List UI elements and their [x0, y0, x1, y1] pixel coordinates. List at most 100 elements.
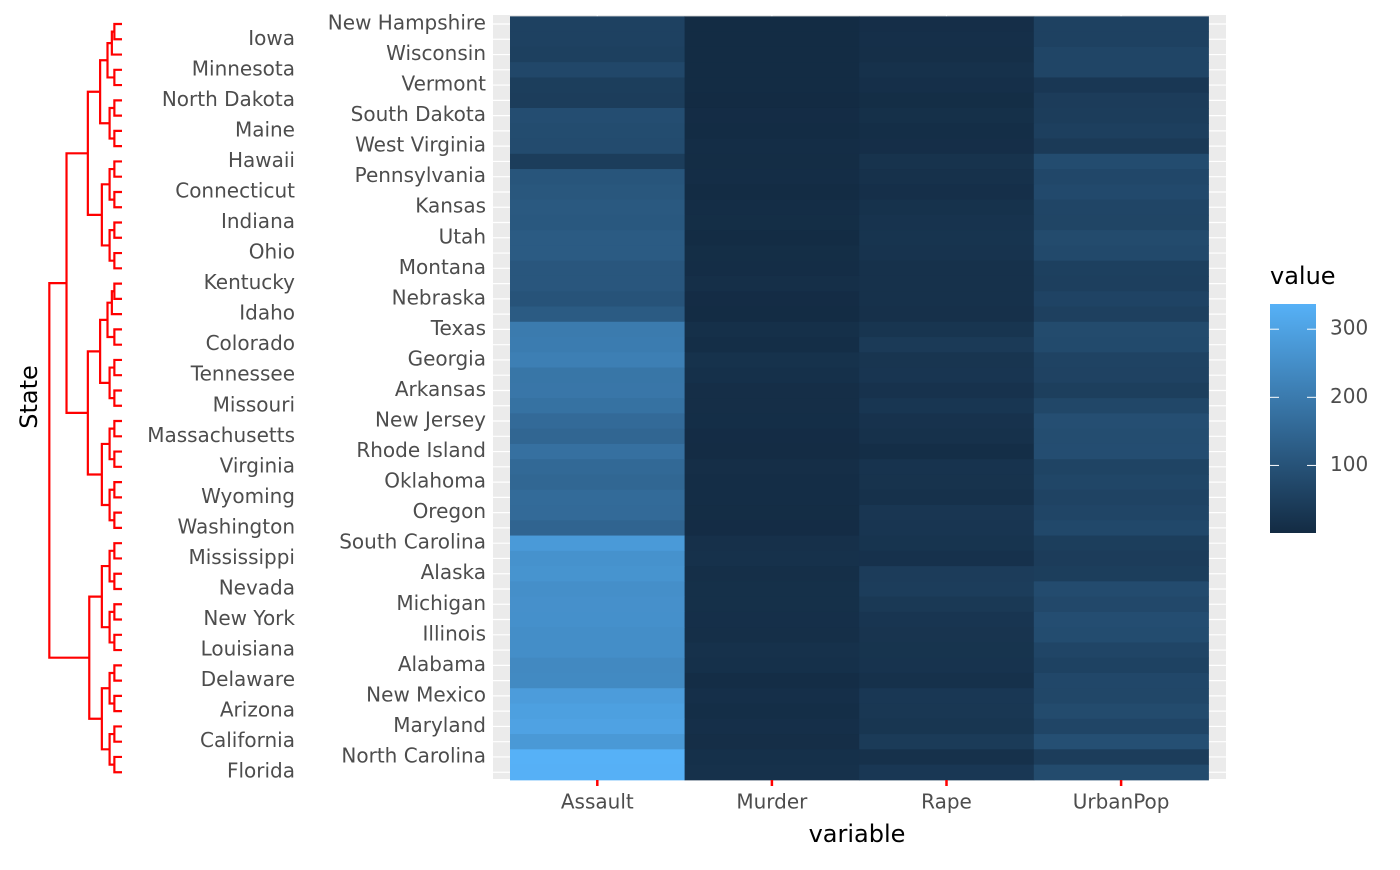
- heatmap-cell: [1033, 703, 1209, 720]
- colorbar-label: 300: [1330, 316, 1368, 340]
- heatmap-cell: [1033, 520, 1209, 537]
- y-tick-label: Mississippi: [188, 545, 295, 569]
- heatmap-cell: [859, 46, 1035, 63]
- y-tick-label: South Carolina: [339, 530, 486, 554]
- heatmap-cell: [510, 703, 686, 720]
- heatmap-cell: [1033, 153, 1209, 170]
- heatmap-cell: [859, 153, 1035, 170]
- heatmap-cell: [859, 611, 1035, 628]
- heatmap-cell: [510, 260, 686, 277]
- y-tick-label: Arkansas: [395, 377, 486, 401]
- heatmap-cell: [510, 77, 686, 94]
- heatmap-cell: [859, 77, 1035, 94]
- heatmap-cell: [1033, 321, 1209, 338]
- y-tick-label: Minnesota: [192, 56, 295, 80]
- heatmap-cell: [510, 306, 686, 323]
- heatmap-cell: [1033, 413, 1209, 430]
- heatmap-cell: [1033, 16, 1209, 33]
- y-tick-label: Montana: [399, 255, 486, 279]
- heatmap-cell: [684, 566, 860, 582]
- heatmap-cell: [510, 367, 686, 384]
- heatmap-cell: [510, 199, 686, 216]
- heatmap-cell: [684, 459, 860, 475]
- heatmap-cell: [510, 123, 686, 140]
- heatmap-cell: [684, 657, 860, 674]
- heatmap-cell: [684, 46, 860, 63]
- heatmap-cell: [684, 749, 860, 766]
- heatmap-cell: [1033, 443, 1209, 460]
- heatmap-cell: [859, 443, 1035, 460]
- dendrogram: [48, 22, 122, 774]
- heatmap-cell: [1033, 184, 1209, 201]
- heatmap-cell: [859, 352, 1035, 369]
- heatmap-cell: [684, 718, 860, 735]
- heatmap-cell: [859, 459, 1035, 475]
- heatmap-cell: [510, 749, 686, 766]
- y-tick-label: Illinois: [423, 621, 486, 645]
- y-tick-label: Rhode Island: [356, 438, 486, 462]
- heatmap-cell: [859, 138, 1035, 155]
- y-tick-label: North Carolina: [341, 743, 486, 767]
- heatmap-cell: [1033, 474, 1209, 491]
- heatmap-cell: [1033, 672, 1209, 689]
- heatmap-cell: [859, 657, 1035, 674]
- heatmap-cell: [859, 734, 1035, 750]
- heatmap-cell: [859, 31, 1035, 48]
- heatmap-cell: [859, 291, 1035, 307]
- y-tick-label: Maine: [235, 117, 295, 141]
- heatmap-cell: [684, 489, 860, 506]
- heatmap-cell: [1033, 566, 1209, 582]
- heatmap-cell: [510, 46, 686, 63]
- heatmap-cell: [510, 443, 686, 460]
- heatmap-cell: [1033, 642, 1209, 659]
- heatmap-cell: [859, 62, 1035, 78]
- heatmap-cell: [684, 291, 860, 307]
- heatmap-cell: [510, 153, 686, 170]
- y-tick-label: Wisconsin: [386, 41, 486, 65]
- heatmap-cell: [684, 642, 860, 659]
- heatmap-cell: [859, 245, 1035, 262]
- heatmap-cell: [1033, 352, 1209, 369]
- heatmap-cell: [684, 169, 860, 185]
- heatmap-cell: [1033, 505, 1209, 521]
- heatmap-cell: [1033, 62, 1209, 78]
- heatmap-cell: [684, 275, 860, 292]
- heatmap-cell: [1033, 77, 1209, 94]
- heatmap-cell: [510, 566, 686, 582]
- y-tick-label: Colorado: [206, 331, 295, 355]
- x-tick-label: Assault: [561, 790, 634, 814]
- heatmap-cell: [510, 611, 686, 628]
- heatmap-cell: [684, 123, 860, 140]
- heatmap-cell: [684, 550, 860, 567]
- y-tick-label: Nevada: [219, 575, 295, 599]
- heatmap-cell: [859, 627, 1035, 643]
- y-tick-label: California: [200, 728, 295, 752]
- colorbar-label: 200: [1330, 384, 1368, 408]
- heatmap-cell: [859, 199, 1035, 216]
- heatmap-cell: [1033, 367, 1209, 384]
- y-tick-label: Oregon: [413, 499, 486, 523]
- heatmap-cell: [1033, 627, 1209, 643]
- heatmap-cell: [510, 718, 686, 735]
- heatmap-cell: [510, 62, 686, 78]
- y-tick-label: Alabama: [398, 652, 486, 676]
- y-tick-label: Kansas: [415, 194, 486, 218]
- heatmap-cell: [1033, 734, 1209, 750]
- heatmap-cell: [1033, 749, 1209, 766]
- heatmap-cell: [1033, 535, 1209, 552]
- heatmap-cell: [684, 337, 860, 353]
- heatmap-cell: [684, 474, 860, 491]
- heatmap-cell: [684, 230, 860, 246]
- heatmap-cell: [510, 474, 686, 491]
- heatmap-cell: [1033, 489, 1209, 506]
- heatmap-cell: [684, 184, 860, 201]
- y-tick-label: South Dakota: [351, 102, 486, 126]
- heatmap-cell: [510, 230, 686, 246]
- heatmap-cell: [510, 382, 686, 399]
- heatmap-cell: [684, 382, 860, 399]
- heatmap-cell: [1033, 260, 1209, 277]
- heatmap-cell: [510, 672, 686, 689]
- y-tick-label: Hawaii: [228, 148, 295, 172]
- heatmap-cell: [859, 764, 1035, 781]
